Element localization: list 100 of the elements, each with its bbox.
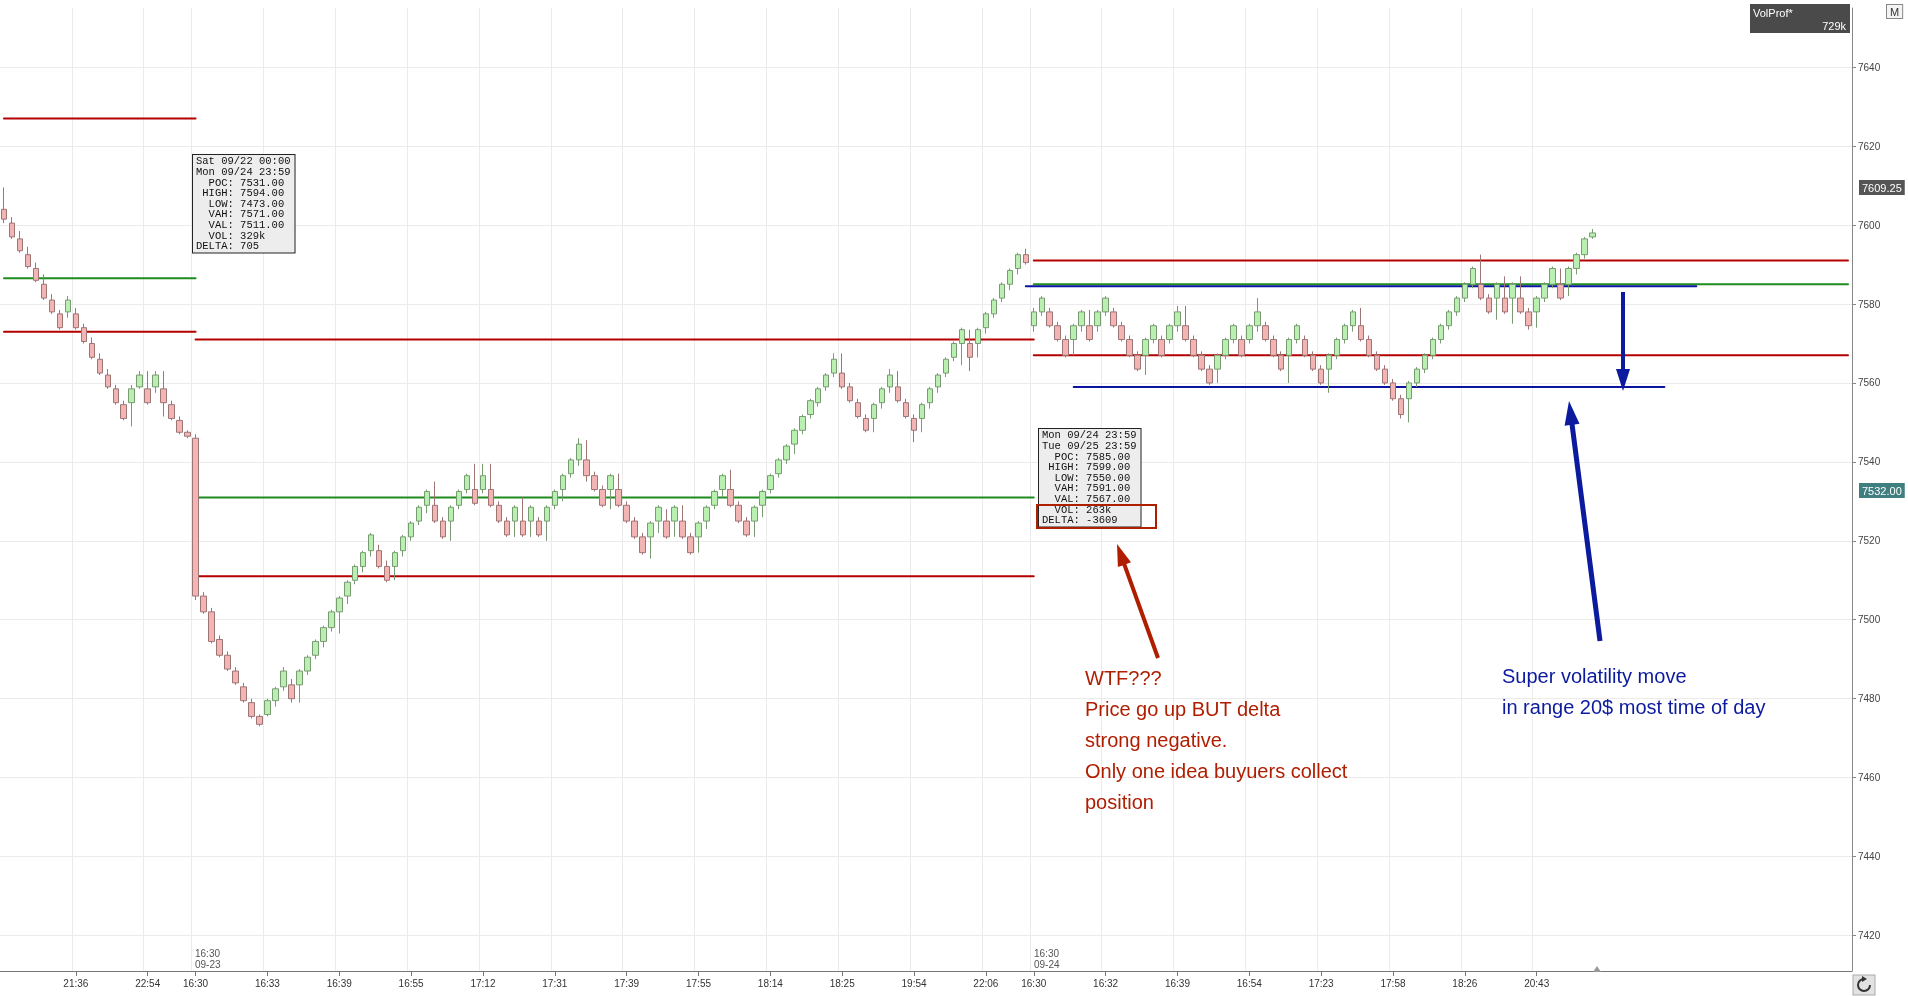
candlestick [767, 473, 774, 494]
candlestick [488, 463, 494, 508]
candlestick [943, 356, 949, 378]
candlestick [168, 400, 175, 421]
candlestick [839, 352, 845, 390]
candlestick [1015, 252, 1021, 275]
candlestick [49, 293, 55, 315]
candlestick [711, 489, 718, 510]
candlestick [1509, 281, 1516, 325]
candlestick [1557, 267, 1564, 301]
x-tick-label: 18:25 [829, 977, 856, 989]
candlestick [360, 550, 366, 573]
candlestick [136, 370, 143, 390]
candlestick [472, 463, 478, 506]
candlestick [128, 384, 135, 427]
y-tick-label: 7620 [1858, 140, 1881, 152]
candlestick [352, 563, 358, 585]
candlestick [1302, 335, 1308, 358]
candlestick [17, 230, 23, 254]
y-tick-label: 7600 [1858, 219, 1881, 231]
candlestick [1390, 378, 1396, 402]
y-tick-label: 7440 [1858, 851, 1881, 863]
candlestick [552, 489, 558, 510]
candlestick [480, 463, 486, 494]
x-tick-label: 22:06 [973, 977, 999, 989]
candlestick [751, 504, 758, 538]
candlestick [847, 382, 853, 404]
candlestick [607, 473, 614, 510]
text: Sat 09/22 00:00 Mon 09/24 23:59 POC: 7531.00 HIGH: 7594.00 LOW: 7473.00 VAH: 7571.00 VAL: 7511.00 VOL: 329k DELTA: 705 [196, 155, 291, 253]
candlestick [160, 370, 167, 417]
candlestick [384, 560, 390, 583]
candlestick [647, 520, 654, 560]
y-tick-label: 7580 [1858, 298, 1881, 310]
candlestick [991, 297, 997, 319]
x-tick-label: 17:23 [1308, 977, 1335, 989]
annotation: 16:30 09-24 [1034, 948, 1061, 970]
candlestick [448, 504, 454, 542]
y-tick-label: 7480 [1858, 693, 1881, 705]
candlestick [975, 327, 981, 358]
x-tick-label: 17:12 [470, 977, 496, 989]
candlestick [73, 307, 79, 331]
annotation: 16:30 09-23 [195, 948, 222, 970]
candlestick [959, 327, 965, 366]
candlestick [1238, 335, 1245, 358]
candlestick [1470, 266, 1476, 289]
candlestick [1430, 337, 1436, 360]
candlestick [120, 400, 127, 421]
candlestick [967, 329, 973, 372]
candlestick [496, 500, 502, 524]
candlestick [1374, 350, 1380, 372]
candlestick [512, 504, 518, 538]
candlestick [863, 414, 869, 433]
x-tick-label: 16:30 [1021, 977, 1047, 989]
candlestick [935, 372, 941, 394]
candlestick [671, 504, 678, 538]
candlestick [1446, 309, 1452, 331]
x-tick-label: 19:54 [901, 977, 927, 989]
candlestick [392, 550, 398, 581]
candlestick [1318, 364, 1324, 386]
candlestick [1589, 228, 1596, 240]
candlestick [432, 481, 438, 524]
y-tick-label: 7420 [1858, 929, 1881, 941]
candlestick [1438, 323, 1444, 344]
x-tick-label: 22:54 [135, 977, 161, 989]
text: M [1890, 5, 1900, 18]
candlestick [903, 398, 909, 419]
candlestick [81, 323, 87, 344]
candlestick [1039, 295, 1045, 317]
candlestick [33, 262, 39, 283]
candlestick [1286, 337, 1292, 384]
candlestick [1414, 366, 1420, 388]
candlestick [544, 504, 550, 542]
x-tick-label: 18:14 [757, 977, 784, 989]
candlestick [911, 414, 917, 443]
candlestick [1462, 281, 1468, 303]
candlestick [113, 384, 119, 406]
candlestick [1158, 335, 1165, 358]
candlestick [655, 504, 662, 534]
candlestick [1310, 350, 1316, 372]
x-tick-label: 17:55 [685, 977, 712, 989]
x-tick-label: 16:30 [183, 977, 209, 989]
candlestick [89, 337, 95, 360]
y-tick-label: 7520 [1858, 535, 1881, 547]
candlestick [408, 520, 414, 542]
x-tick-label: 16:54 [1236, 977, 1263, 989]
y-tick-label: 7460 [1858, 772, 1881, 784]
candlestick [927, 386, 933, 410]
candlestick [879, 386, 885, 410]
candlestick [97, 352, 103, 376]
x-tick-label: 16:33 [254, 977, 281, 989]
candlestick [719, 473, 726, 498]
x-tick-label: 21:36 [63, 977, 89, 989]
candlestick [240, 682, 247, 704]
candlestick [1334, 337, 1340, 360]
candlestick [871, 402, 877, 433]
x-tick-label: 18:26 [1452, 977, 1478, 989]
candlestick [1454, 295, 1460, 317]
candlestick [1031, 307, 1037, 333]
x-tick-label: 16:39 [326, 977, 353, 989]
x-tick-label: 16:39 [1164, 977, 1191, 989]
